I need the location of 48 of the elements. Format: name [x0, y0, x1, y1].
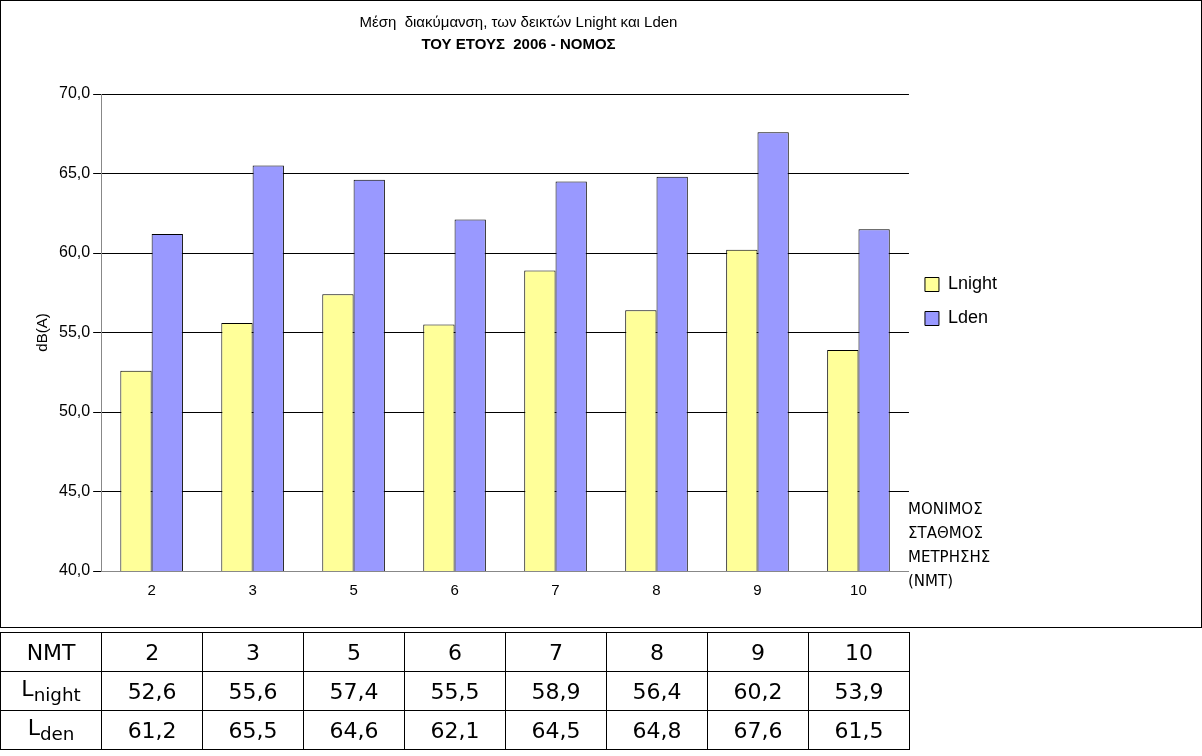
y-tick-label: 65,0 [59, 163, 91, 181]
x-tick-label: 6 [450, 581, 459, 599]
data-label: 64,6 [303, 710, 405, 750]
category-label: 5 [347, 639, 362, 665]
text: L$_{night}$ [0, 671, 102, 711]
data-label: 55,5 [404, 671, 506, 711]
data-label: 61,5 [808, 710, 910, 750]
data-label: 61,2 [101, 710, 203, 750]
data-label: 67,6 [707, 710, 809, 750]
data-label: 58,9 [505, 671, 607, 711]
y-tick-label: 50,0 [59, 402, 91, 420]
data-label: 52,6 [101, 671, 203, 711]
x-tick-label: 9 [753, 581, 762, 599]
y-tick-label: 40,0 [59, 561, 91, 579]
y-tick-label: 70,0 [59, 84, 91, 102]
data-label: 53,9 [808, 671, 910, 711]
data-label: 65,5 [202, 710, 304, 750]
x-tick-label: 3 [248, 581, 257, 599]
category-label: 2 [145, 639, 160, 665]
data-label: 64,8 [606, 710, 708, 750]
y-tick-label: 45,0 [59, 481, 91, 499]
x-axis-title: ΜΟΝΙΜΟΣ ΣΤΑΘΜΟΣ ΜΕΤΡΗΣΗΣ (NMT) [908, 499, 992, 592]
chart-title: Μέση διακύμανση, των δεικτών Lnight και Lden [359, 13, 678, 31]
x-tick-label: 2 [147, 581, 156, 599]
category-label: 10 [844, 639, 873, 665]
text: L$_{den}$ [0, 710, 102, 750]
x-tick-label: 5 [349, 581, 358, 599]
text: NMT [0, 632, 102, 672]
category-label: 6 [448, 639, 463, 665]
legend-label: Lden [947, 307, 988, 328]
category-label: 3 [246, 639, 261, 665]
data-label: 55,6 [202, 671, 304, 711]
data-label: 60,2 [707, 671, 809, 711]
y-tick-label: 55,0 [59, 322, 91, 340]
data-label: 56,4 [606, 671, 708, 711]
category-label: 7 [549, 639, 563, 665]
x-tick-label: 8 [652, 581, 661, 599]
chart-subtitle: ΤΟΥ ΕΤΟΥΣ 2006 - ΝΟΜΟΣ [421, 35, 616, 53]
y-axis-title: dB(A) [33, 313, 51, 352]
x-tick-label: 10 [850, 581, 867, 599]
data-label: 62,1 [404, 710, 506, 750]
category-label: 9 [750, 639, 765, 665]
data-label: 64,5 [505, 710, 607, 750]
data-label: 57,4 [303, 671, 405, 711]
category-label: 8 [649, 639, 664, 665]
legend-label: Lnight [947, 273, 997, 294]
y-tick-label: 60,0 [59, 243, 91, 261]
x-tick-label: 7 [551, 581, 560, 599]
